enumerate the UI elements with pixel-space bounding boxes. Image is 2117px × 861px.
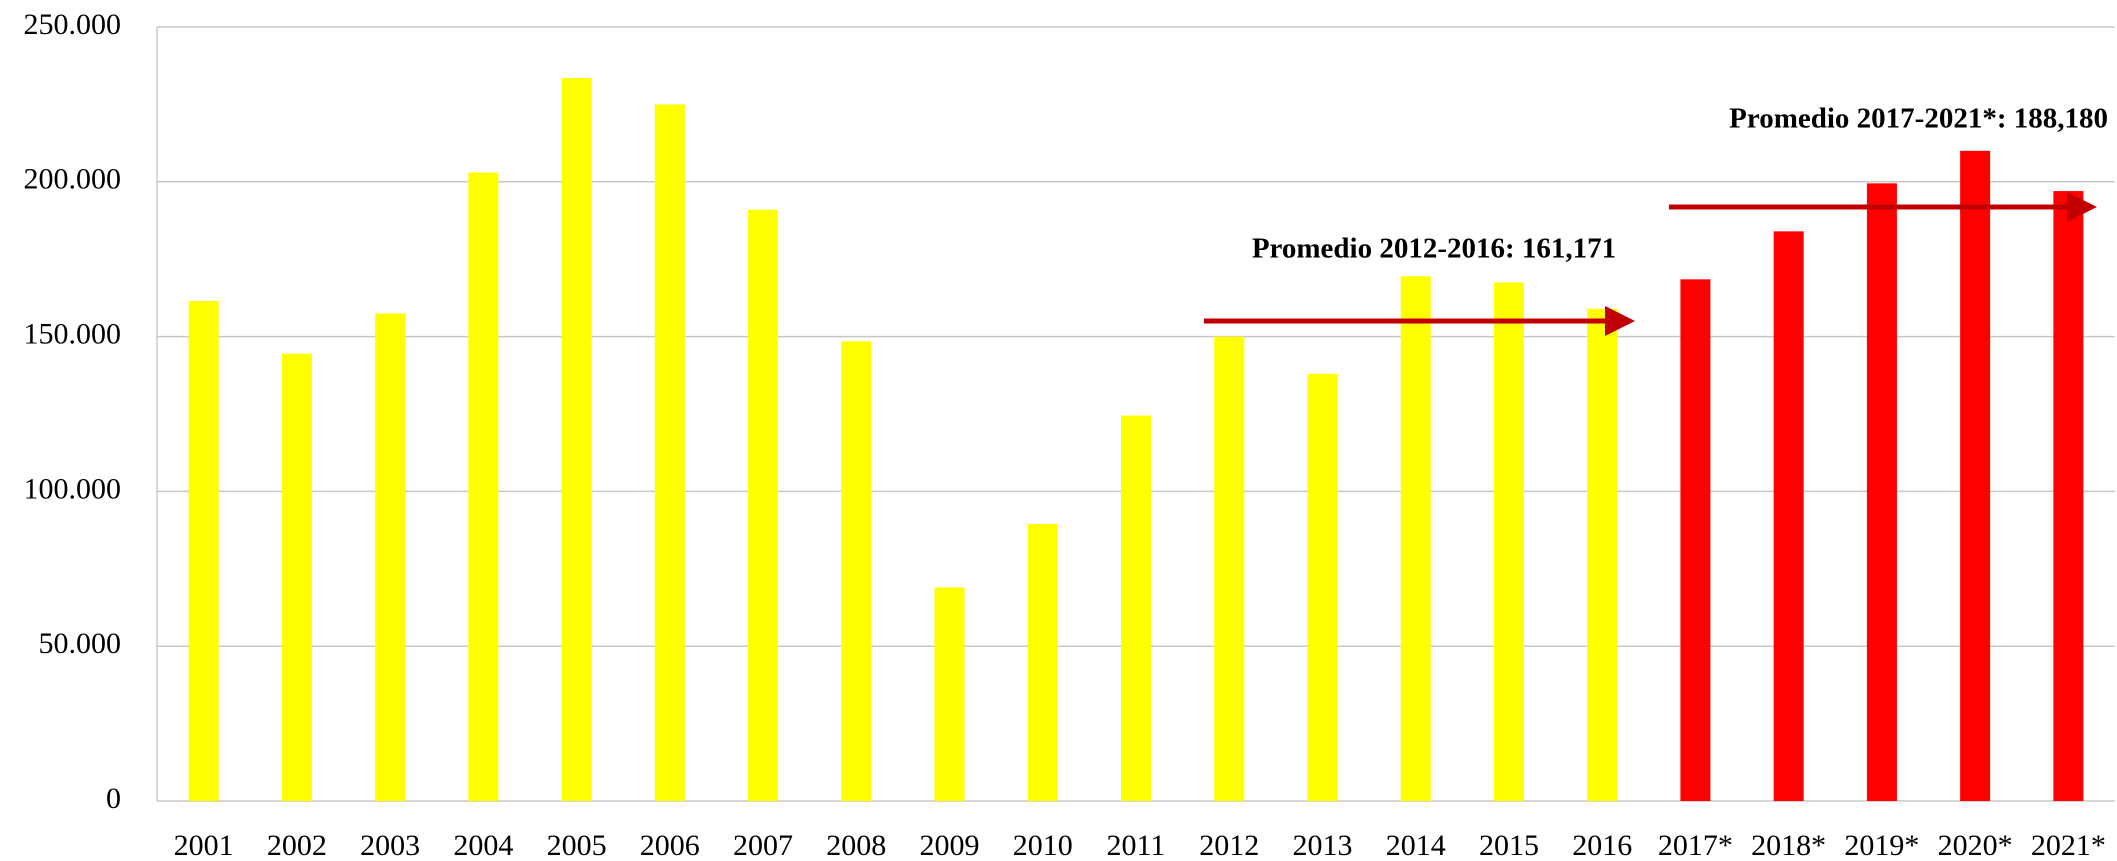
y-tick-label: 200.000 bbox=[24, 163, 122, 196]
annotation: Promedio 2017-2021*: 188,180 bbox=[1729, 103, 2108, 135]
bar bbox=[654, 104, 685, 801]
x-tick-label: 2016 bbox=[1572, 829, 1632, 861]
x-tick-label: 2014 bbox=[1386, 829, 1446, 861]
x-tick-label: 2020* bbox=[1938, 829, 2013, 861]
bar bbox=[1960, 150, 1991, 802]
bar bbox=[375, 313, 406, 801]
x-tick-label: 2021* bbox=[2031, 829, 2106, 861]
y-tick-label: 0 bbox=[106, 782, 121, 815]
bar bbox=[1680, 279, 1711, 802]
x-tick-label: 2018* bbox=[1751, 829, 1826, 861]
y-tick-label: 250.000 bbox=[24, 8, 122, 41]
bar bbox=[748, 209, 779, 801]
bar bbox=[1027, 523, 1058, 801]
bar bbox=[281, 353, 312, 801]
x-tick-label: 2009 bbox=[920, 829, 980, 861]
y-tick-label: 100.000 bbox=[24, 472, 122, 505]
bar bbox=[1307, 373, 1338, 801]
bar bbox=[188, 300, 219, 801]
x-tick-label: 2019* bbox=[1844, 829, 1919, 861]
x-tick-label: 2015 bbox=[1479, 829, 1539, 861]
bar bbox=[841, 341, 872, 801]
x-tick-label: 2012 bbox=[1199, 829, 1259, 861]
bar bbox=[2053, 191, 2084, 801]
y-tick-label: 50.000 bbox=[39, 627, 122, 660]
bar bbox=[1214, 336, 1245, 801]
x-tick-label: 2007 bbox=[733, 829, 793, 861]
x-tick-label: 2013 bbox=[1292, 829, 1352, 861]
bar bbox=[1121, 415, 1151, 801]
x-tick-label: 2001 bbox=[174, 829, 234, 861]
x-tick-label: 2017* bbox=[1658, 829, 1733, 861]
bar bbox=[1866, 183, 1897, 801]
bar bbox=[1773, 231, 1804, 801]
x-tick-label: 2010 bbox=[1013, 829, 1073, 861]
bar bbox=[561, 78, 592, 802]
plot: 0 50.000 100.000 150.000 200.000 250.000 2001 2… bbox=[24, 8, 2115, 861]
x-tick-label: 2011 bbox=[1107, 829, 1166, 861]
annotation: Promedio 2012-2016: 161,171 bbox=[1252, 233, 1616, 265]
bar bbox=[1587, 308, 1618, 801]
bar bbox=[468, 172, 499, 802]
x-tick-label: 2003 bbox=[360, 829, 420, 861]
y-tick-label: 150.000 bbox=[24, 317, 122, 350]
x-tick-label: 2008 bbox=[826, 829, 886, 861]
bar bbox=[934, 587, 965, 801]
x-tick-label: 2005 bbox=[547, 829, 607, 861]
bar bbox=[1400, 276, 1431, 801]
bar bbox=[1493, 282, 1524, 801]
x-tick-label: 2006 bbox=[640, 829, 700, 861]
x-tick-label: 2004 bbox=[453, 829, 513, 861]
x-tick-label: 2002 bbox=[267, 829, 327, 861]
